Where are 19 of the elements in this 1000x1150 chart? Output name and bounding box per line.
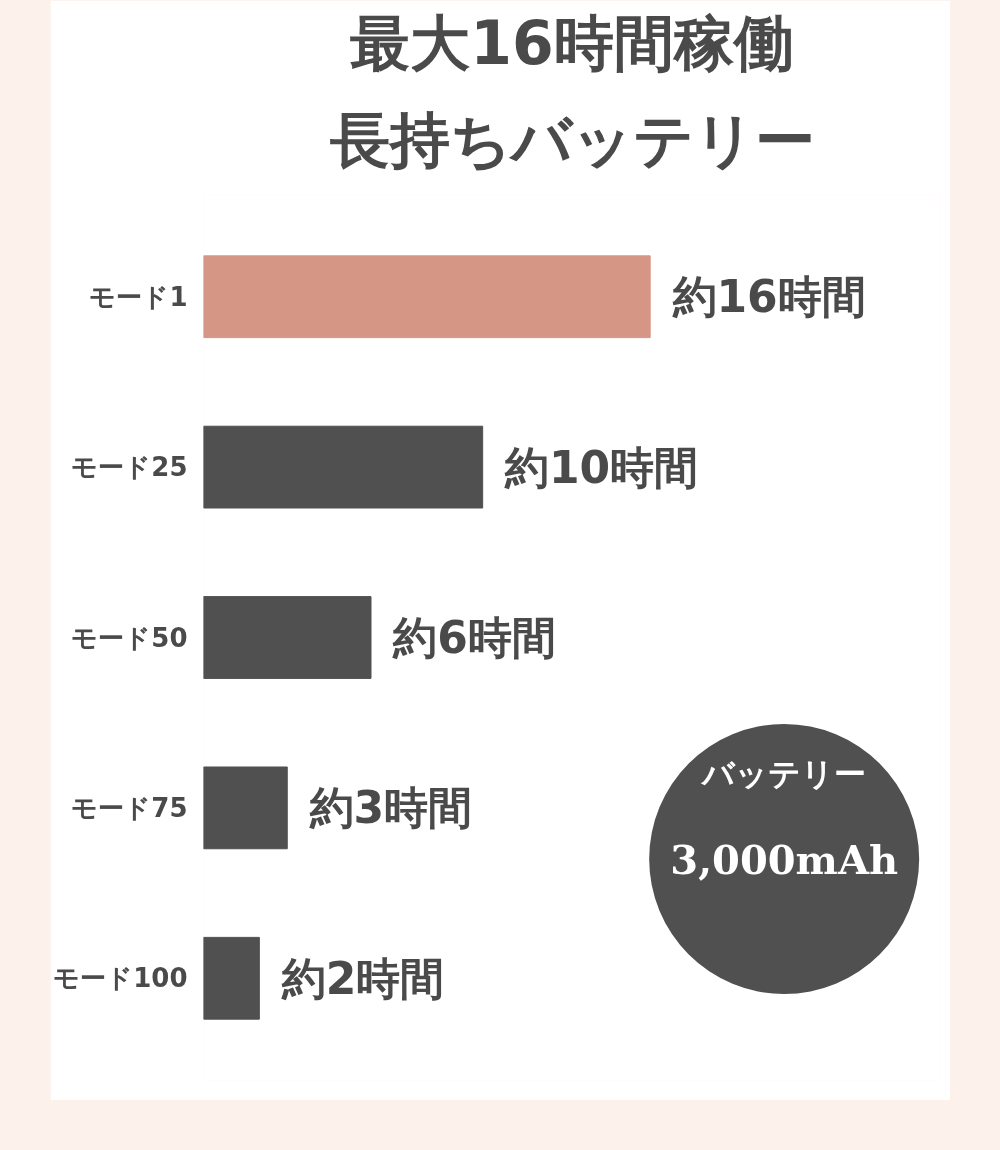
bar: [203, 936, 260, 1020]
chart-subtitle: 長持ちバッテリー: [328, 104, 815, 175]
y-tick-label: モード75: [71, 792, 188, 823]
y-tick-label: モード100: [53, 963, 188, 994]
data-label: 約6時間: [392, 612, 556, 663]
bar: [203, 425, 484, 509]
bar: [203, 596, 372, 679]
data-label: 約10時間: [504, 441, 699, 493]
y-tick-label: モード1: [89, 281, 188, 312]
data-label: 約2時間: [280, 952, 445, 1004]
bar: [203, 766, 288, 850]
data-label: 約3時間: [308, 782, 473, 834]
bar: [203, 255, 651, 339]
text: 3,000mAh: [670, 835, 899, 883]
y-tick-label: モード50: [71, 622, 188, 653]
text: バッテリー: [700, 754, 867, 793]
y-tick-label: モード25: [71, 452, 188, 483]
data-label: 約16時間: [671, 271, 866, 323]
chart-title: 最大16時間稼働: [350, 7, 794, 78]
